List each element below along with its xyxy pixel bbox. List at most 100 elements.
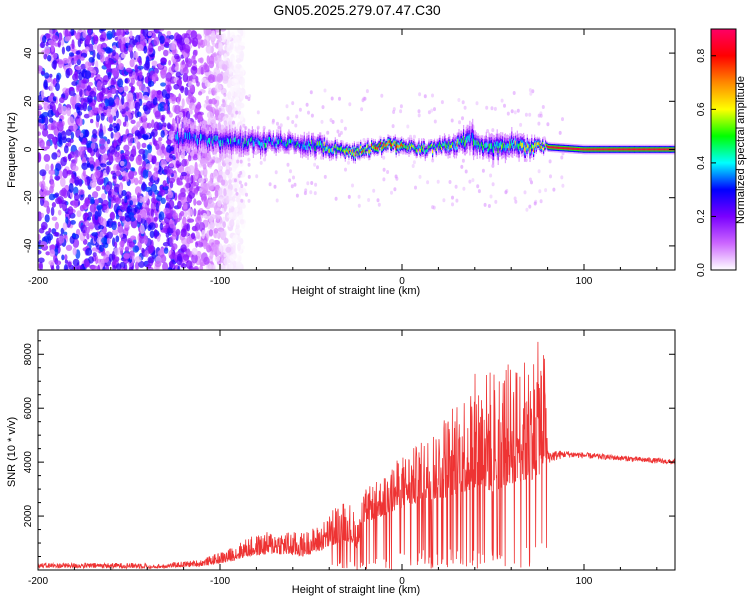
spectrogram-cell bbox=[218, 114, 221, 119]
spectrogram-cell bbox=[533, 147, 535, 152]
spectrogram-cell bbox=[241, 203, 246, 209]
spectrogram-cell bbox=[65, 68, 70, 79]
spectrogram-cell bbox=[346, 147, 348, 152]
spectrogram-cell bbox=[295, 193, 299, 198]
spectrogram-cell bbox=[382, 143, 385, 148]
spectrogram-cell bbox=[535, 144, 537, 148]
spectrogram-cell bbox=[397, 144, 399, 148]
spectrogram-cell bbox=[579, 148, 581, 151]
spectrogram-cell bbox=[188, 132, 190, 140]
spectrogram-cell bbox=[431, 143, 433, 147]
spectrogram-cell bbox=[449, 144, 451, 150]
spectrogram-cell bbox=[129, 252, 133, 260]
spectrogram-cell bbox=[206, 139, 208, 144]
spectrogram-cell bbox=[629, 148, 631, 151]
spectrogram-cell bbox=[186, 131, 188, 139]
spectrogram-cell bbox=[123, 144, 130, 152]
spectrogram-cell bbox=[42, 35, 47, 44]
spectrogram-cell bbox=[382, 177, 386, 182]
spectrogram-cell bbox=[205, 135, 207, 140]
spectrogram-cell bbox=[239, 219, 245, 225]
spectrogram-cell bbox=[111, 106, 117, 117]
spectrogram-cell bbox=[212, 156, 216, 161]
spectrogram-cell bbox=[442, 143, 445, 147]
spectrogram-cell bbox=[282, 142, 284, 146]
spectrogram-cell bbox=[228, 161, 232, 166]
spectrogram-cell bbox=[450, 118, 454, 123]
spectrogram-cell bbox=[502, 142, 504, 149]
spectrogram-cell bbox=[301, 142, 303, 147]
spectrogram-cell bbox=[628, 148, 630, 151]
spectrogram-cell bbox=[609, 148, 611, 151]
spectrogram-cell bbox=[473, 140, 476, 145]
spectrogram-cell bbox=[45, 251, 51, 256]
spectrogram-cell bbox=[231, 138, 233, 144]
spectrogram-cell bbox=[107, 72, 112, 80]
spectrogram-cell bbox=[136, 121, 141, 128]
spectrogram-cell bbox=[228, 179, 232, 185]
spectrogram-cell bbox=[293, 143, 295, 148]
spectrogram-cell bbox=[640, 148, 642, 151]
spectrogram-cell bbox=[322, 148, 324, 153]
spectrogram-cell bbox=[186, 223, 191, 232]
spectrogram-cell bbox=[218, 139, 220, 144]
spectrogram-cell bbox=[191, 247, 198, 256]
spectrogram-cell bbox=[142, 196, 149, 202]
spectrogram-cell bbox=[610, 148, 612, 151]
spectrogram-cell bbox=[62, 189, 68, 199]
spectrogram-cell bbox=[50, 40, 56, 45]
spectrogram-cell bbox=[400, 143, 402, 148]
spectrogram-cell bbox=[72, 258, 80, 266]
spectrogram-cell bbox=[92, 34, 99, 45]
spectrogram-cell bbox=[197, 138, 199, 146]
spectrogram-cell bbox=[109, 60, 115, 65]
spectrogram-cell bbox=[152, 171, 159, 181]
spectrogram-cell bbox=[513, 110, 517, 115]
spectrogram-cell bbox=[144, 250, 149, 258]
spectrogram-cell bbox=[102, 125, 106, 135]
spectrogram-cell bbox=[84, 220, 90, 227]
spectrogram-cell bbox=[167, 169, 171, 179]
spectrogram-cell bbox=[113, 247, 120, 256]
spectrogram-cell bbox=[221, 231, 226, 241]
spectrogram-cell bbox=[119, 240, 125, 247]
spectrogram-cell bbox=[307, 144, 309, 151]
spectrogram-cell bbox=[487, 148, 489, 153]
spectrogram-cell bbox=[229, 136, 231, 143]
spectrogram-cell bbox=[360, 107, 364, 112]
spectrogram-cell bbox=[480, 143, 482, 148]
spectrogram-cell bbox=[411, 164, 415, 168]
spectrogram-cell bbox=[68, 183, 74, 193]
spectrogram-cell bbox=[158, 211, 165, 221]
spectrogram-cell bbox=[78, 146, 85, 152]
spectrogram-cell bbox=[180, 131, 183, 139]
spectrogram-cell bbox=[103, 105, 108, 110]
spectrogram-cell bbox=[245, 140, 247, 147]
spectrogram-cell bbox=[212, 52, 218, 58]
spectrogram-cell bbox=[58, 136, 63, 145]
spectrogram-cell bbox=[175, 228, 181, 236]
spectrogram-cell bbox=[67, 116, 75, 127]
spectrogram-cell bbox=[104, 87, 109, 95]
spectrogram-cell bbox=[390, 190, 393, 195]
spectrogram-cell bbox=[38, 119, 45, 123]
spectrogram-cell bbox=[89, 51, 94, 55]
spectrogram-cell bbox=[184, 37, 190, 45]
spectrogram-cell bbox=[526, 143, 528, 149]
spectrogram-cell bbox=[93, 107, 98, 114]
spectrogram-cell bbox=[362, 149, 364, 153]
spectrogram-cell bbox=[594, 148, 597, 151]
spectrogram-cell bbox=[428, 145, 430, 149]
spectrogram-cell bbox=[463, 135, 465, 142]
spectrogram-cell bbox=[323, 174, 327, 179]
spectrogram-cell bbox=[337, 147, 339, 150]
spectrogram-cell bbox=[152, 96, 158, 106]
spectrogram-cell bbox=[222, 221, 227, 229]
spectrogram-cell bbox=[576, 148, 578, 151]
spectrogram-cell bbox=[38, 249, 42, 255]
spectrogram-cell bbox=[617, 148, 619, 151]
spectrogram-cell bbox=[386, 143, 388, 147]
spectrogram-cell bbox=[344, 167, 347, 172]
spectrogram-cell bbox=[560, 146, 562, 149]
spectrogram-cell bbox=[238, 139, 240, 144]
